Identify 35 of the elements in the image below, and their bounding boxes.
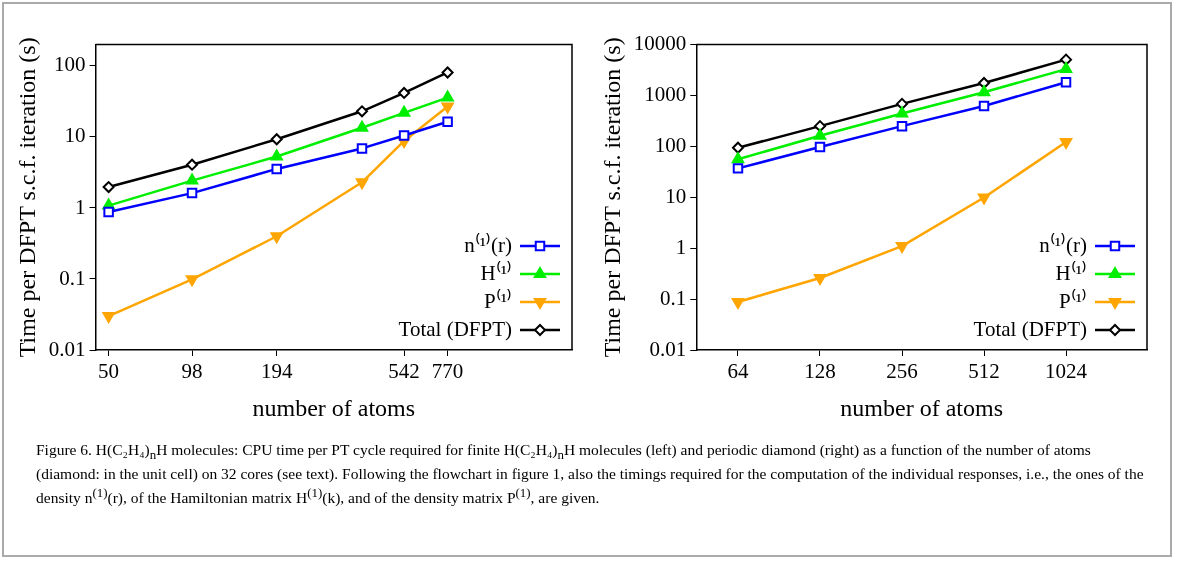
x-axis-title: number of atoms (252, 394, 416, 421)
legend-label: P⁽¹⁾ (484, 287, 512, 313)
x-tick-label: 64 (727, 359, 749, 384)
y-tick-label: 100 (654, 132, 687, 157)
legend-label: Total (DFPT) (973, 316, 1087, 341)
legend-label: n⁽¹⁾(r) (464, 231, 512, 257)
y-tick-label: 100 (54, 52, 86, 77)
legend-label: n⁽¹⁾(r) (1039, 231, 1087, 257)
x-tick-label: 128 (804, 359, 836, 384)
legend-label: Total (DFPT) (398, 316, 512, 341)
y-tick-label: 10 (64, 123, 86, 148)
y-tick-label: 0.01 (48, 336, 86, 361)
x-axis-title: number of atoms (840, 394, 1003, 421)
x-tick-label: 542 (388, 359, 420, 384)
x-tick-label: 770 (431, 359, 464, 384)
x-tick-label: 194 (260, 359, 293, 384)
y-tick-label: 1 (675, 234, 687, 259)
legend-label: P⁽¹⁾ (1059, 287, 1087, 313)
x-tick-label: 50 (98, 359, 120, 384)
y-axis-title: Time per DFPT s.c.f. iteration (s) (13, 37, 40, 358)
legend-label: H⁽¹⁾ (480, 259, 512, 285)
text: Figure 6. H(C₂H₄)$_{n}$H molecules: CPU time per PT cycle required for finite H(C₂H₄)$_{n}$H molecules (left) and periodic diamond (right) as a function of the number of atoms (diamond: in the unit cell) on 32 cores (see text). Following the flowchart in figure 1, also the timings required for the computation of the individual responses, i.e., the ones of the density n$^{(1)}$(r), of the Hamiltonian matrix H$^{(1)}$(k), and of the density matrix P$^{(1)}$, are given. (36, 441, 1144, 507)
y-tick-label: 10000 (633, 31, 687, 56)
y-tick-label: 0.01 (649, 336, 687, 361)
y-tick-label: 0.1 (660, 285, 687, 310)
y-axis-title: Time per DFPT s.c.f. iteration (s) (598, 37, 625, 358)
y-tick-label: 10 (665, 183, 687, 208)
legend-label: H⁽¹⁾ (1055, 259, 1087, 285)
y-tick-label: 1 (75, 194, 86, 219)
y-tick-label: 1000 (644, 82, 687, 107)
y-tick-label: 0.1 (59, 265, 86, 290)
x-tick-label: 512 (968, 359, 1000, 384)
x-tick-label: 256 (886, 359, 918, 384)
x-tick-label: 98 (181, 359, 203, 384)
x-tick-label: 1024 (1045, 359, 1088, 384)
